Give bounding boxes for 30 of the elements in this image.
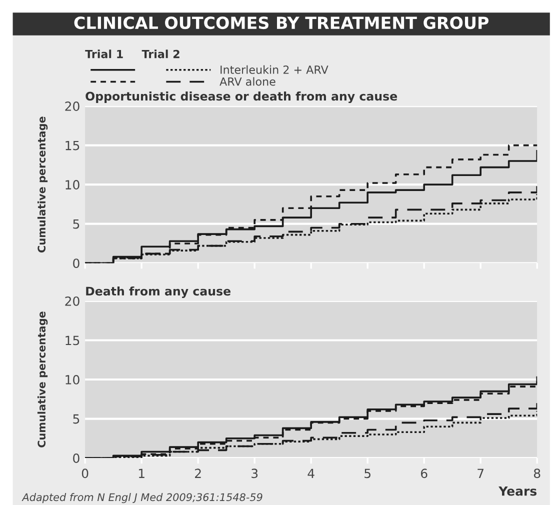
text: Adapted from N Engl J Med 2009;361:1548-59 [22,493,262,504]
y-tick-label: 5 [73,219,80,229]
x-axis-title: Years [498,486,537,496]
x-tick-label: 8 [534,468,540,478]
x-tick-label: 3 [252,468,258,478]
y-axis-title: Cumulative percentage [37,116,48,252]
text: Trial 2 [142,50,180,58]
x-tick-label: 2 [195,468,201,478]
y-tick-label: 5 [73,414,80,424]
y-axis-title: Cumulative percentage [37,312,48,448]
legend-label: Interleukin 2 + ARV [220,65,328,74]
legend-label: ARV alone [220,77,276,86]
text: Trial 1 [85,50,123,58]
x-tick-label: 7 [478,468,484,478]
chart-title: CLINICAL OUTCOMES BY TREATMENT GROUP [74,16,489,30]
x-tick-label: 5 [364,468,370,478]
x-tick-label: 6 [420,468,428,478]
y-tick-label: 15 [66,140,80,150]
y-tick-label: 10 [66,180,80,190]
x-tick-label: 4 [308,468,314,478]
y-tick-label: 0 [73,258,80,268]
y-tick-label: 0 [73,454,80,463]
x-tick-label: 1 [138,468,144,478]
y-tick-label: 20 [65,296,80,306]
y-tick-label: 20 [65,102,80,111]
chart-subtitle: Death from any cause [86,286,230,298]
y-tick-label: 10 [66,374,80,384]
x-tick-label: 0 [82,468,88,478]
chart-subtitle: Opportunistic disease or death from any cause [86,92,398,104]
y-tick-label: 15 [66,336,80,346]
